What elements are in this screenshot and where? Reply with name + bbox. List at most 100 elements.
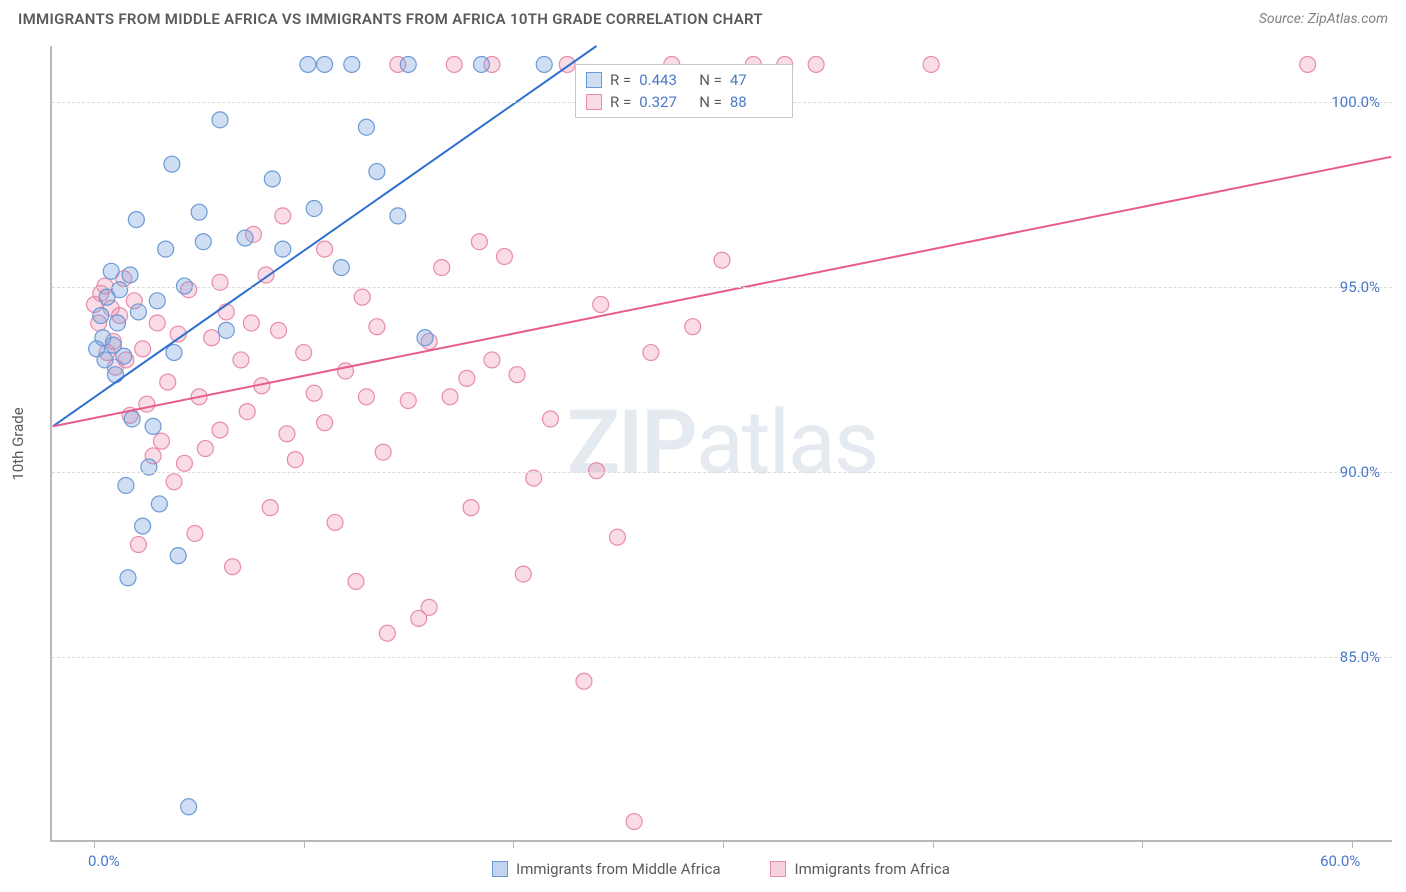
- x-axis-min-label: 0.0%: [88, 852, 120, 870]
- x-tick: [513, 840, 514, 848]
- data-point: [509, 367, 525, 383]
- data-point: [390, 208, 406, 224]
- data-point: [543, 411, 559, 427]
- data-point: [103, 263, 119, 279]
- x-tick: [1142, 840, 1143, 848]
- trend-line: [53, 157, 1392, 427]
- y-tick-label: 95.0%: [1340, 278, 1380, 296]
- scatter-plot-svg: [52, 46, 1392, 840]
- legend-swatch: [586, 94, 602, 110]
- data-point: [145, 418, 161, 434]
- data-point: [317, 241, 333, 257]
- data-point: [287, 452, 303, 468]
- data-point: [275, 241, 291, 257]
- data-point: [225, 559, 241, 575]
- data-point: [166, 474, 182, 490]
- data-point: [233, 352, 249, 368]
- x-tick: [304, 840, 305, 848]
- legend-swatch: [586, 72, 602, 88]
- data-point: [400, 56, 416, 72]
- data-point: [176, 455, 192, 471]
- data-point: [149, 293, 165, 309]
- data-point: [306, 201, 322, 217]
- data-point: [923, 56, 939, 72]
- data-point: [170, 548, 186, 564]
- data-point: [296, 345, 312, 361]
- data-point: [212, 112, 228, 128]
- data-point: [484, 352, 500, 368]
- legend-n-value: 88: [730, 93, 782, 111]
- data-point: [118, 477, 134, 493]
- chart-container: 10th Grade ZIPatlas 85.0%90.0%95.0%100.0…: [50, 46, 1392, 842]
- data-point: [593, 297, 609, 313]
- legend-label: Immigrants from Middle Africa: [516, 860, 720, 878]
- data-point: [275, 208, 291, 224]
- data-point: [459, 370, 475, 386]
- data-point: [609, 529, 625, 545]
- data-point: [626, 814, 642, 830]
- data-point: [463, 500, 479, 516]
- data-point: [471, 234, 487, 250]
- legend-r-value: 0.327: [639, 93, 691, 111]
- data-point: [576, 673, 592, 689]
- data-point: [239, 404, 255, 420]
- data-point: [218, 304, 234, 320]
- data-point: [166, 345, 182, 361]
- legend-label: Immigrants from Africa: [794, 860, 949, 878]
- data-point: [306, 385, 322, 401]
- data-point: [685, 319, 701, 335]
- data-point: [808, 56, 824, 72]
- x-tick: [723, 840, 724, 848]
- data-point: [714, 252, 730, 268]
- data-point: [434, 260, 450, 276]
- data-point: [218, 322, 234, 338]
- data-point: [149, 315, 165, 331]
- data-point: [262, 500, 278, 516]
- data-point: [181, 799, 197, 815]
- grid-line: [52, 472, 1392, 473]
- data-point: [237, 230, 253, 246]
- data-point: [164, 156, 180, 172]
- y-tick-label: 85.0%: [1340, 648, 1380, 666]
- data-point: [473, 56, 489, 72]
- data-point: [107, 367, 123, 383]
- data-point: [279, 426, 295, 442]
- legend-swatch: [492, 861, 508, 877]
- data-point: [400, 393, 416, 409]
- data-point: [271, 322, 287, 338]
- legend-item: Immigrants from Africa: [770, 860, 949, 878]
- legend-row: R =0.327N =88: [586, 91, 782, 113]
- data-point: [93, 308, 109, 324]
- data-point: [344, 56, 360, 72]
- data-point: [212, 274, 228, 290]
- data-point: [139, 396, 155, 412]
- data-point: [153, 433, 169, 449]
- data-point: [417, 330, 433, 346]
- data-point: [317, 56, 333, 72]
- data-point: [116, 348, 132, 364]
- data-point: [496, 249, 512, 265]
- data-point: [317, 415, 333, 431]
- x-axis-max-label: 60.0%: [1320, 852, 1360, 870]
- data-point: [369, 319, 385, 335]
- grid-line: [52, 287, 1392, 288]
- data-point: [264, 171, 280, 187]
- data-point: [187, 525, 203, 541]
- correlation-legend: R =0.443N =47R =0.327N =88: [575, 64, 793, 118]
- data-point: [128, 212, 144, 228]
- legend-r-label: R =: [610, 71, 631, 89]
- data-point: [130, 537, 146, 553]
- data-point: [212, 422, 228, 438]
- data-point: [421, 599, 437, 615]
- data-point: [333, 260, 349, 276]
- data-point: [515, 566, 531, 582]
- data-point: [151, 496, 167, 512]
- data-point: [158, 241, 174, 257]
- data-point: [197, 441, 213, 457]
- data-point: [327, 514, 343, 530]
- data-point: [135, 518, 151, 534]
- grid-line: [52, 657, 1392, 658]
- y-tick-label: 90.0%: [1340, 463, 1380, 481]
- legend-n-value: 47: [730, 71, 782, 89]
- legend-n-label: N =: [699, 93, 722, 111]
